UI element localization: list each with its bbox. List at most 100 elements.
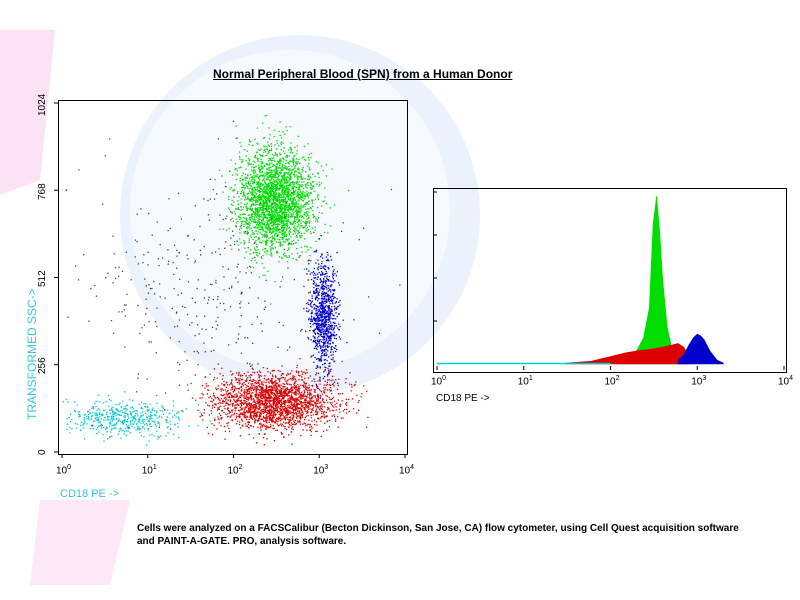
scatter-point: [298, 200, 300, 202]
scatter-point: [238, 167, 240, 169]
scatter-point: [240, 209, 242, 211]
scatter-point: [292, 189, 295, 191]
scatter-point: [285, 214, 288, 216]
scatter-point: [267, 184, 269, 186]
scatter-point: [267, 397, 270, 399]
scatter-point: [257, 224, 259, 226]
scatter-point: [315, 262, 317, 264]
scatter-point: [291, 186, 294, 188]
scatter-point: [267, 213, 270, 215]
scatter-point: [314, 319, 317, 321]
scatter-point: [307, 203, 309, 205]
scatter-point: [267, 189, 269, 191]
scatter-point: [324, 380, 326, 382]
scatter-point: [262, 203, 264, 205]
scatter-point: [317, 310, 319, 313]
scatter-point: [256, 158, 258, 160]
scatter-point: [312, 331, 315, 333]
scatter-point: [302, 184, 304, 186]
scatter-point: [264, 408, 267, 411]
scatter-point: [281, 226, 283, 228]
scatter-point: [251, 200, 253, 202]
scatter-point: [320, 307, 322, 309]
scatter-point: [275, 241, 278, 243]
scatter-point: [306, 222, 308, 224]
scatter-point: [333, 381, 336, 383]
scatter-point: [267, 141, 269, 143]
scatter-point: [292, 239, 295, 241]
scatter-point: [282, 161, 284, 163]
scatter-point: [325, 256, 328, 258]
scatter-point: [282, 200, 285, 202]
scatter-point: [275, 380, 277, 382]
scatter-point: [301, 251, 303, 253]
scatter-point: [317, 206, 319, 209]
scatter-point: [257, 410, 259, 412]
scatter-point: [300, 208, 302, 210]
scatter-point: [250, 260, 253, 262]
scatter-point: [210, 412, 213, 415]
scatter-point: [271, 175, 273, 178]
scatter-point: [284, 409, 286, 411]
scatter-point: [320, 182, 323, 184]
scatter-point: [264, 214, 266, 216]
scatter-point: [297, 192, 299, 195]
scatter-point: [292, 406, 295, 408]
scatter-point: [323, 297, 325, 300]
scatter-point: [333, 385, 335, 387]
scatter-point: [309, 273, 311, 275]
scatter-point: [326, 342, 328, 344]
scatter-point: [328, 335, 330, 338]
scatter-point: [314, 389, 316, 391]
scatter-point: [265, 196, 267, 199]
scatter-point: [299, 221, 301, 223]
scatter-point: [325, 301, 327, 303]
scatter-point: [322, 305, 324, 307]
scatter-point: [262, 213, 264, 215]
scatter-point: [263, 403, 266, 405]
scatter-point: [317, 196, 319, 199]
scatter-point: [332, 359, 334, 361]
scatter-point: [301, 199, 303, 201]
scatter-point: [264, 251, 266, 253]
scatter-point: [330, 351, 332, 353]
scatter-point: [320, 316, 322, 318]
scatter-point: [250, 374, 252, 376]
scatter-point: [290, 150, 292, 152]
scatter-point: [315, 250, 317, 252]
scatter-point: [320, 333, 323, 336]
scatter-point: [325, 354, 327, 356]
scatter-point: [271, 421, 273, 423]
scatter-point: [278, 395, 280, 397]
scatter-point: [324, 389, 326, 391]
scatter-point: [285, 223, 287, 225]
scatter-point: [279, 236, 281, 238]
scatter-point: [303, 212, 306, 214]
scatter-point: [270, 159, 272, 161]
scatter-point: [247, 390, 249, 393]
scatter-point: [218, 406, 221, 408]
scatter-point: [294, 205, 297, 207]
scatter-point: [251, 189, 253, 191]
scatter-point: [290, 169, 292, 171]
scatter-point: [271, 379, 273, 381]
scatter-point: [309, 403, 311, 405]
scatter-point: [322, 345, 324, 347]
scatter-point: [281, 178, 283, 180]
scatter-point: [294, 146, 296, 148]
scatter-point: [307, 260, 309, 262]
scatter-point: [315, 421, 318, 423]
scatter-point: [247, 187, 249, 189]
scatter-point: [213, 392, 215, 394]
scatter-point: [250, 176, 252, 179]
scatter-point: [230, 389, 232, 391]
scatter-point: [332, 375, 334, 377]
scatter-point: [282, 388, 284, 390]
scatter-point: [280, 377, 282, 379]
scatter-point: [304, 398, 306, 400]
scatter-point: [277, 205, 279, 207]
scatter-point: [323, 300, 325, 303]
scatter-point: [323, 354, 325, 356]
scatter-point: [259, 206, 261, 209]
scatter-point: [283, 229, 285, 231]
